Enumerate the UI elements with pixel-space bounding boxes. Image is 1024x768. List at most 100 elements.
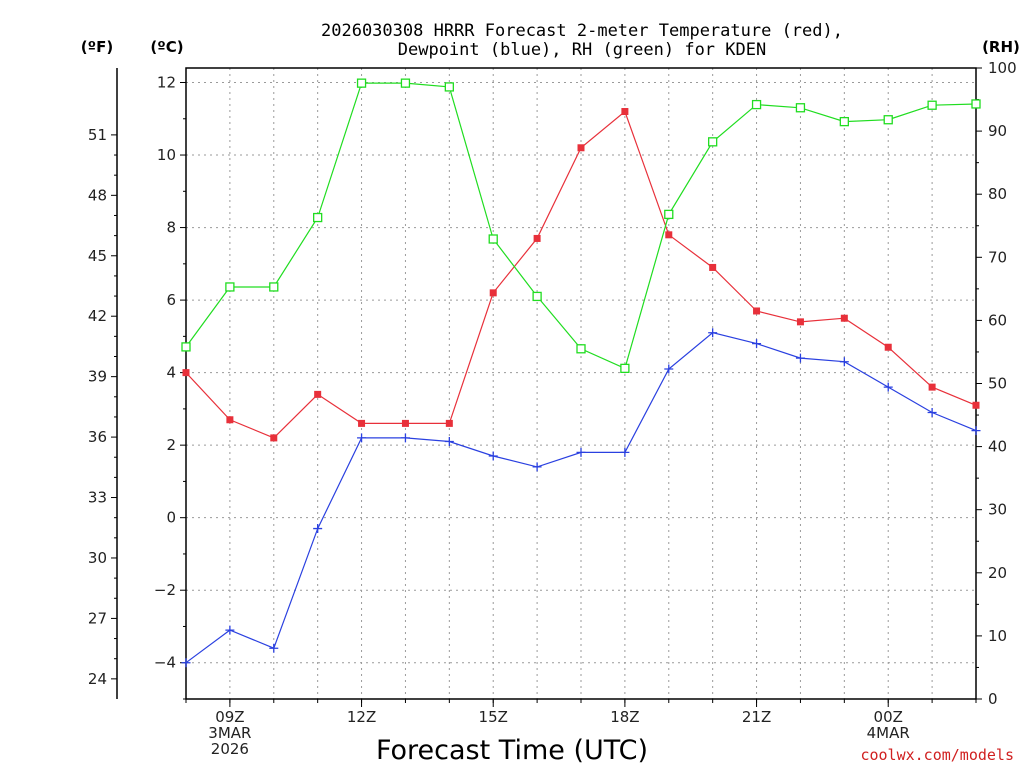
x-tick-label: 2026 [211, 740, 249, 758]
rh-tick-label: 10 [988, 627, 1007, 645]
dewpoint-point [839, 357, 849, 367]
rh-tick-label: 20 [988, 564, 1007, 582]
rh-point [444, 82, 454, 92]
dewpoint-point [269, 643, 279, 653]
x-tick-label: 15Z [479, 708, 508, 726]
temperature-point [270, 434, 278, 442]
dewpoint-point [883, 382, 893, 392]
rh-point [883, 115, 893, 125]
dewpoint-point [357, 433, 367, 443]
dewpoint-point [708, 328, 718, 338]
chart-title-line-1: 2026030308 HRRR Forecast 2-meter Tempera… [321, 21, 843, 41]
fahrenheit-tick-label: 27 [88, 609, 107, 627]
temperature-point [840, 314, 848, 322]
fahrenheit-unit-label: (ºF) [81, 38, 113, 56]
x-tick-label: 21Z [742, 708, 771, 726]
dewpoint-point [444, 437, 454, 447]
rh-tick-label: 50 [988, 375, 1007, 393]
fahrenheit-tick-label: 45 [88, 247, 107, 265]
temperature-point [577, 144, 585, 152]
temperature-point [972, 401, 980, 409]
rh-tick-label: 100 [988, 59, 1017, 77]
axes: 121086420−2−4514845423936333027241009080… [88, 59, 1017, 758]
rh-point [576, 344, 586, 354]
rh-point [269, 282, 279, 292]
dewpoint-point [927, 408, 937, 418]
temperature-point [489, 289, 497, 297]
temperature-point [533, 234, 541, 242]
celsius-tick-label: 10 [157, 146, 176, 164]
dewpoint-point [576, 447, 586, 457]
rh-tick-label: 40 [988, 438, 1007, 456]
celsius-tick-label: 8 [166, 219, 176, 237]
x-tick-label: 12Z [347, 708, 376, 726]
rh-point [751, 99, 762, 110]
x-tick-label: 09Z [215, 708, 244, 726]
temperature-point [621, 108, 629, 116]
rh-tick-label: 70 [988, 248, 1007, 266]
rh-point [356, 78, 367, 88]
plot-frame [185, 67, 977, 700]
dewpoint-point [400, 433, 410, 443]
rh-point [400, 78, 411, 88]
chart-title-line-2: Dewpoint (blue), RH (green) for KDEN [398, 40, 766, 60]
temperature-point [445, 419, 453, 427]
fahrenheit-tick-label: 30 [88, 549, 107, 567]
fahrenheit-tick-label: 24 [88, 670, 107, 688]
temperature-point [226, 416, 234, 424]
rh-point [225, 282, 235, 292]
fahrenheit-tick-label: 39 [88, 368, 107, 386]
dewpoint-point [971, 426, 981, 436]
dewpoint-point [620, 447, 630, 457]
rh-point [708, 137, 718, 147]
temperature-point [665, 231, 673, 239]
temperature-point [796, 318, 804, 326]
celsius-tick-label: 4 [166, 364, 176, 382]
celsius-tick-label: 12 [157, 74, 176, 92]
temperature-point [753, 307, 761, 315]
temperature-point [928, 383, 936, 391]
rh-point [664, 209, 674, 220]
fahrenheit-tick-label: 42 [88, 307, 107, 325]
dewpoint-point [664, 364, 674, 374]
credit-text: coolwx.com/models [860, 746, 1014, 764]
celsius-tick-label: 0 [166, 509, 176, 527]
celsius-tick-label: 2 [166, 436, 176, 454]
temperature-line [185, 110, 977, 439]
rh-point [620, 363, 630, 374]
temperature-point [182, 369, 190, 377]
temperature-point [358, 419, 366, 427]
x-tick-label: 4MAR [867, 724, 910, 742]
fahrenheit-tick-label: 36 [88, 428, 107, 446]
celsius-tick-label: −2 [154, 581, 176, 599]
temperature-point [709, 263, 717, 271]
celsius-tick-label: 6 [166, 291, 176, 309]
temperature-point [884, 343, 892, 351]
dewpoint-point [225, 625, 235, 635]
rh-point [839, 116, 849, 127]
x-axis-label: Forecast Time (UTC) [376, 735, 648, 766]
x-tick-label: 00Z [874, 708, 903, 726]
data-series [181, 78, 981, 668]
rh-point [927, 100, 937, 110]
rh-tick-label: 60 [988, 311, 1007, 329]
rh-point [313, 212, 323, 223]
x-tick-label: 18Z [610, 708, 639, 726]
temperature-point [401, 419, 409, 427]
dewpoint-point [181, 658, 191, 668]
fahrenheit-tick-label: 51 [88, 126, 107, 144]
rh-point [488, 234, 498, 244]
rh-point [181, 342, 191, 352]
celsius-tick-label: −4 [154, 654, 176, 672]
rh-tick-label: 90 [988, 122, 1007, 140]
dewpoint-point [532, 462, 542, 472]
rh-unit-label: (RH) [982, 38, 1020, 56]
fahrenheit-tick-label: 48 [88, 186, 107, 204]
rh-tick-label: 30 [988, 501, 1007, 519]
rh-point [971, 99, 981, 109]
dewpoint-line [185, 332, 977, 664]
temperature-point [314, 390, 322, 398]
x-tick-label: 3MAR [208, 724, 251, 742]
dewpoint-point [795, 353, 805, 363]
